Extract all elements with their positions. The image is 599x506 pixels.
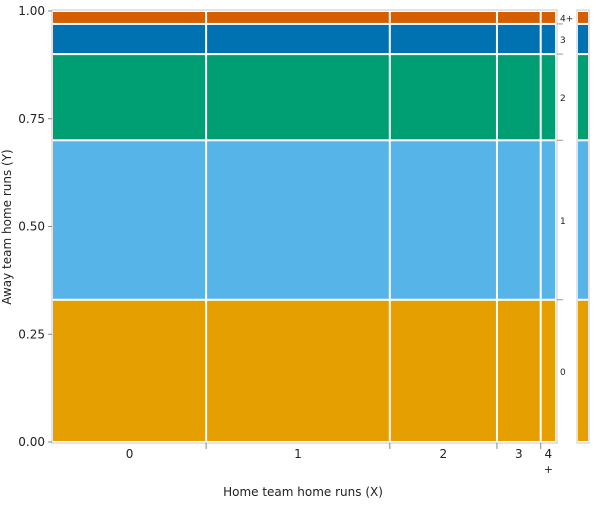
mosaic-cell xyxy=(53,141,206,299)
mosaic-cell xyxy=(53,55,206,140)
mosaic-cell xyxy=(497,300,540,441)
side-bar-segment xyxy=(578,55,588,140)
side-bar-segment xyxy=(578,300,588,441)
mosaic-cell xyxy=(207,24,389,54)
segment-label: 0 xyxy=(560,368,566,378)
mosaic-cell xyxy=(541,141,555,299)
mosaic-cell xyxy=(497,141,540,299)
x-tick-label: + xyxy=(544,463,553,476)
x-axis-title: Home team home runs (X) xyxy=(223,485,383,499)
mosaic-cell xyxy=(390,12,496,23)
x-tick-label: 0 xyxy=(126,447,134,461)
mosaic-cell xyxy=(390,24,496,54)
segment-label: 1 xyxy=(560,217,566,227)
mosaic-cell xyxy=(53,12,206,23)
side-bar-layer: 0 1 2 3 4+ xyxy=(557,9,590,444)
mosaic-cell xyxy=(53,24,206,54)
mosaic-cell xyxy=(207,12,389,23)
mosaic-cell xyxy=(53,300,206,441)
mosaic-cell xyxy=(207,55,389,140)
axis-layer: 0.00 0.25 0.50 0.75 1.00 0 1 2 3 4 + xyxy=(18,4,553,476)
y-tick-label: 0.25 xyxy=(18,327,45,341)
mosaic-cell xyxy=(390,300,496,441)
mosaic-cell xyxy=(541,24,555,54)
mosaic-cell xyxy=(541,55,555,140)
mosaic-cell xyxy=(390,55,496,140)
mosaic-layer xyxy=(51,9,558,444)
mosaic-cell xyxy=(497,55,540,140)
mosaic-cell xyxy=(207,141,389,299)
segment-label: 3 xyxy=(560,36,566,46)
segment-label: 2 xyxy=(560,94,566,104)
x-tick-label: 3 xyxy=(515,447,523,461)
mosaic-cell xyxy=(207,300,389,441)
y-tick-label: 0.00 xyxy=(18,435,45,449)
mosaic-cell xyxy=(497,12,540,23)
side-bar-segment xyxy=(578,24,588,54)
mosaic-cell xyxy=(390,141,496,299)
mosaic-cell xyxy=(541,300,555,441)
y-tick-label: 1.00 xyxy=(18,4,45,18)
segment-label: 4+ xyxy=(560,14,573,24)
mosaic-cell xyxy=(497,24,540,54)
y-tick-label: 0.75 xyxy=(18,112,45,126)
side-bar-segment xyxy=(578,141,588,299)
x-tick-label: 4 xyxy=(545,447,553,461)
y-axis-title: Away team home runs (Y) xyxy=(0,149,14,305)
x-tick-label: 2 xyxy=(440,447,448,461)
y-tick-label: 0.50 xyxy=(18,220,45,234)
x-tick-label: 1 xyxy=(294,447,302,461)
side-bar-segment xyxy=(578,12,588,23)
mosaic-cell xyxy=(541,12,555,23)
